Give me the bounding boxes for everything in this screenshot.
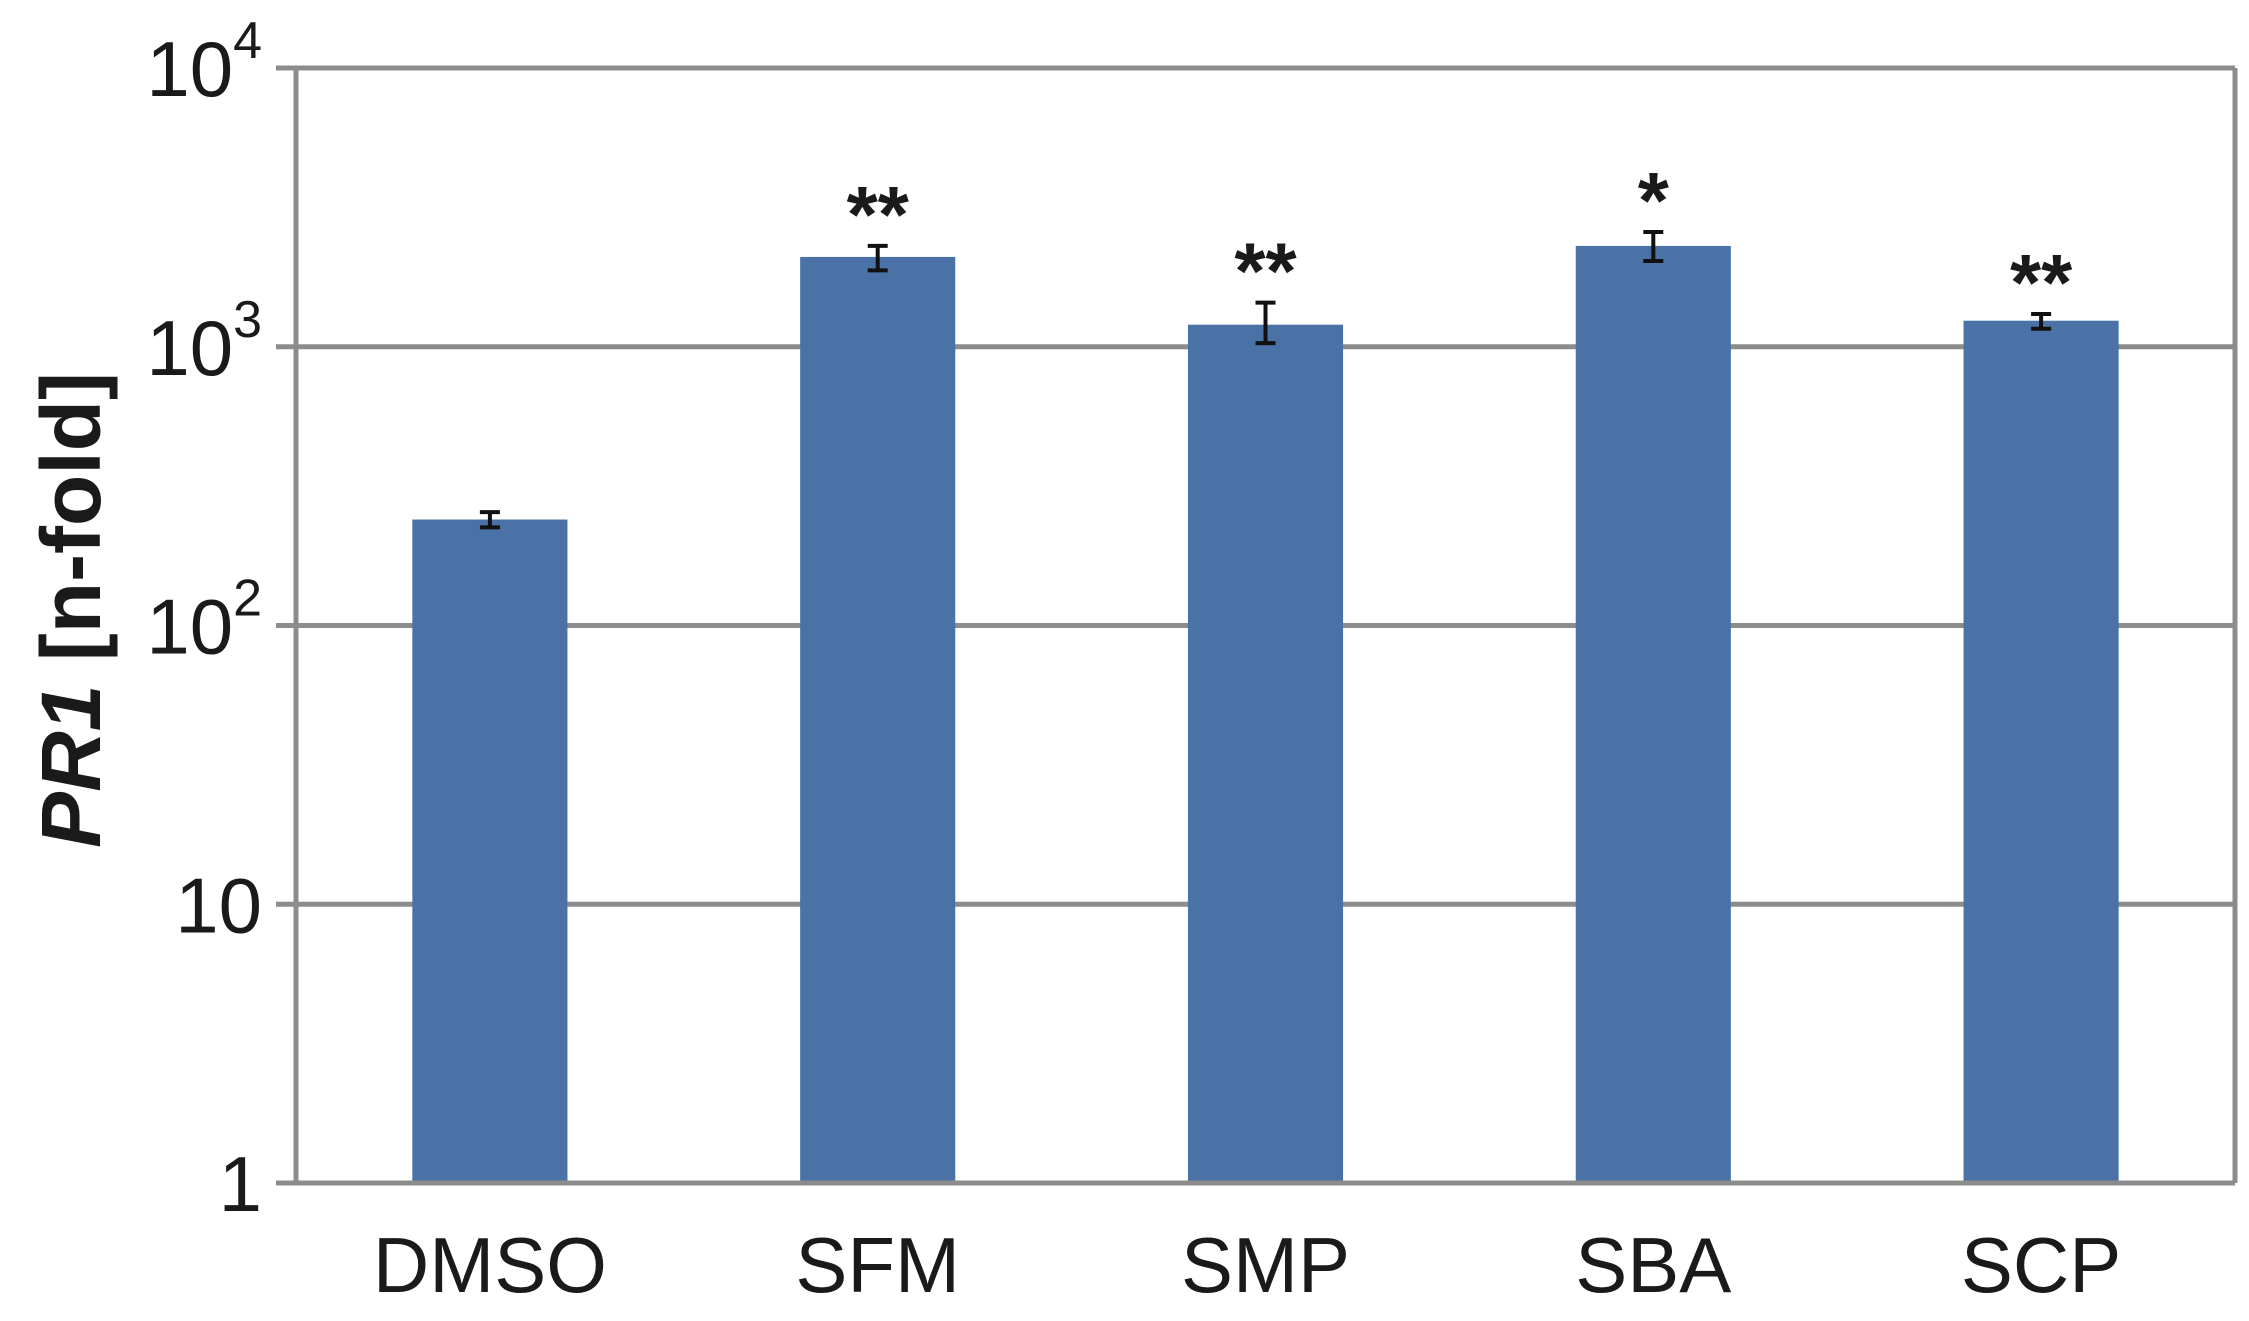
bar-smp (1187, 324, 1344, 1183)
error-bar-scp (2031, 312, 2052, 331)
significance-smp: ** (1234, 227, 1297, 316)
error-bar-sba (1643, 230, 1664, 264)
bar-sfm (800, 256, 956, 1183)
bar-scp (1963, 320, 2119, 1183)
error-bars (479, 230, 2052, 530)
y-axis-label: PR1 [n-fold] (24, 372, 118, 848)
y-tick-label: 104 (146, 12, 262, 113)
x-tick-label-dmso: DMSO (373, 1221, 607, 1309)
error-bar-sfm (867, 243, 888, 273)
axes (276, 65, 2238, 1186)
error-bar-smp (1255, 300, 1276, 346)
y-axis-label-gene: PR1 (24, 685, 118, 848)
significance-sfm: ** (847, 170, 910, 259)
significance-sba: * (1638, 156, 1670, 245)
y-tick-label: 103 (146, 291, 262, 392)
labels: 1 10 102 103 104 DMSO SFM ** SMP ** SBA * SCP ** (146, 12, 2121, 1309)
y-tick-label: 1 (219, 1140, 262, 1228)
x-tick-label-sfm: SFM (795, 1221, 960, 1309)
significance-scp: ** (2010, 238, 2073, 327)
x-tick-label-smp: SMP (1181, 1221, 1350, 1309)
bar-sba (1575, 245, 1731, 1184)
y-tick-label: 102 (146, 570, 262, 671)
x-tick-label-sba: SBA (1575, 1221, 1731, 1309)
y-tick-label: 10 (175, 861, 262, 949)
x-tick-label-scp: SCP (1961, 1221, 2121, 1309)
error-bar-dmso (479, 510, 500, 530)
y-axis-label-unit: [n-fold] (24, 372, 118, 685)
bars (412, 245, 2119, 1184)
bar-dmso (412, 519, 568, 1183)
